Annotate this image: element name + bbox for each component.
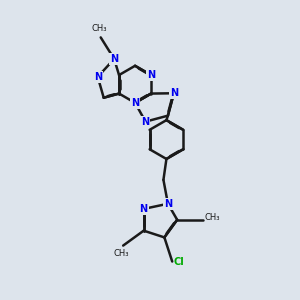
- Text: CH₃: CH₃: [114, 249, 129, 258]
- Text: N: N: [170, 88, 178, 98]
- Text: N: N: [147, 70, 155, 80]
- Text: N: N: [94, 72, 102, 82]
- Text: N: N: [142, 117, 150, 127]
- Text: N: N: [140, 204, 148, 214]
- Text: CH₃: CH₃: [92, 24, 107, 33]
- Text: N: N: [110, 54, 118, 64]
- Text: N: N: [164, 199, 172, 209]
- Text: Cl: Cl: [174, 256, 184, 266]
- Text: CH₃: CH₃: [204, 213, 220, 222]
- Text: N: N: [131, 98, 139, 108]
